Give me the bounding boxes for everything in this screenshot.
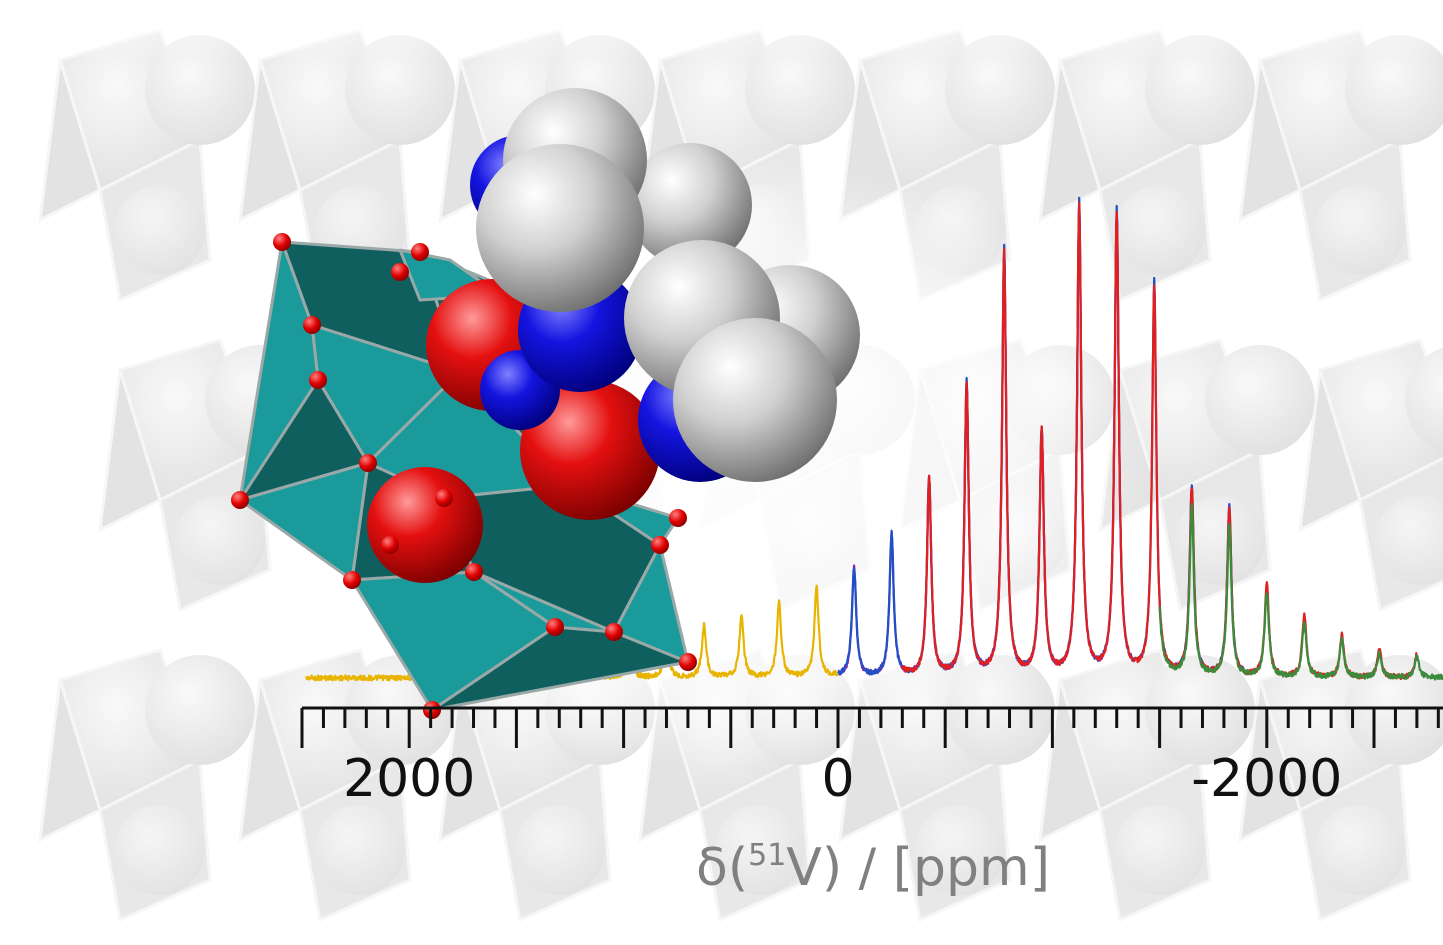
space-filling-molecule: [426, 88, 860, 520]
oxygen-vertex: [343, 571, 361, 589]
x-axis-title-suffix: V) / [ppm]: [786, 838, 1050, 898]
vanadate-octahedron: [612, 543, 690, 664]
background-octahedron: [38, 679, 102, 843]
background-sphere: [1405, 347, 1443, 453]
oxygen-vertex: [546, 618, 564, 636]
oxygen-vertex: [465, 563, 483, 581]
oxygen-vertex: [273, 233, 291, 251]
background-motif: [1298, 338, 1443, 613]
background-motif: [1238, 28, 1443, 303]
oxygen-vertex: [651, 536, 669, 554]
x-axis-title-prefix: δ(: [696, 838, 748, 898]
background-sphere: [715, 805, 805, 895]
background-sphere: [945, 35, 1055, 145]
background-sphere: [515, 805, 605, 895]
background-sphere: [145, 655, 255, 765]
background-sphere: [1315, 805, 1405, 895]
oxygen-vertex: [309, 371, 327, 389]
top-fade: [0, 0, 1443, 60]
background-octahedron: [1238, 59, 1302, 223]
background-motif: [38, 28, 255, 303]
background-sphere: [915, 805, 1005, 895]
background-octahedron: [98, 369, 162, 533]
background-sphere: [1345, 35, 1443, 145]
x-axis-title-superscript: 51: [748, 838, 786, 873]
x-axis-title: δ(51V) / [ppm]: [696, 838, 1050, 898]
oxygen-vertex: [359, 454, 377, 472]
oxygen-atom: [520, 380, 660, 520]
hydrogen-atom: [476, 144, 644, 312]
background-motif: [98, 338, 315, 613]
background-sphere: [1205, 345, 1315, 455]
background-sphere: [115, 805, 205, 895]
oxygen-vertex: [435, 489, 453, 507]
background-octahedron: [38, 59, 102, 223]
x-tick-label: 2000: [343, 749, 475, 809]
background-sphere: [1145, 655, 1255, 765]
background-motif: [38, 648, 255, 923]
oxygen-vertex: [231, 491, 249, 509]
background-sphere: [315, 805, 405, 895]
spectrum-series-5: [1158, 503, 1443, 681]
background-octahedron: [1298, 369, 1362, 533]
background-sphere: [1315, 185, 1405, 275]
nmr-spectrum: [305, 196, 1443, 682]
oxygen-sphere: [367, 467, 483, 583]
background-sphere: [1115, 805, 1205, 895]
oxygen-vertex: [679, 653, 697, 671]
oxygen-vertex: [303, 316, 321, 334]
background-sphere: [145, 35, 255, 145]
oxygen-vertex: [605, 623, 623, 641]
x-tick-labels: 2000 0 -2000: [343, 749, 1342, 809]
background-sphere: [1145, 35, 1255, 145]
x-tick-label: 0: [821, 749, 854, 809]
background-sphere: [745, 35, 855, 145]
hydrogen-atom: [628, 143, 752, 267]
oxygen-vertex: [411, 243, 429, 261]
background-octahedron: [1238, 679, 1302, 843]
vanadate-octahedron: [238, 461, 370, 582]
hydrogen-atom: [673, 318, 837, 482]
x-axis: [300, 706, 1443, 748]
background-sphere: [345, 35, 455, 145]
oxygen-vertex: [381, 536, 399, 554]
oxygen-vertex: [669, 509, 687, 527]
background-sphere: [1375, 495, 1443, 585]
x-tick-label: -2000: [1191, 749, 1342, 809]
background-sphere: [115, 185, 205, 275]
oxygen-vertex: [391, 263, 409, 281]
background-sphere: [175, 495, 265, 585]
background-sphere: [1175, 495, 1265, 585]
